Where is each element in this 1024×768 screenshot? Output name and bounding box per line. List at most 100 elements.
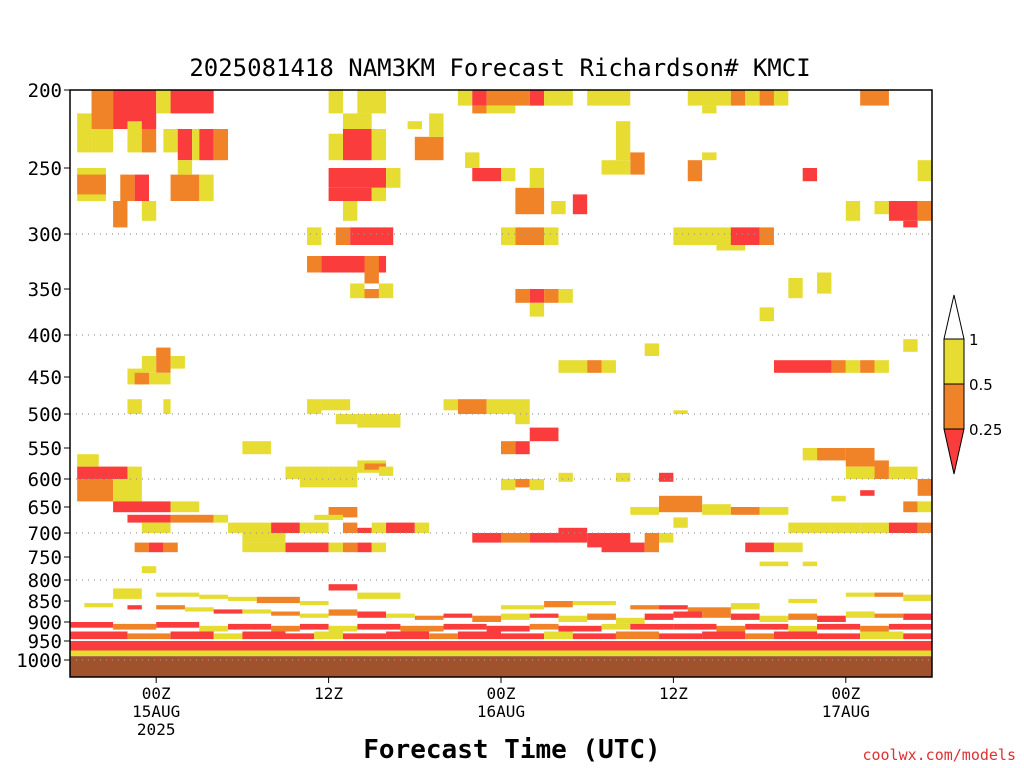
ri-cell-yellow	[371, 129, 387, 161]
ri-cell-red	[177, 129, 193, 161]
ri-cell-yellow	[874, 201, 889, 215]
ri-cell-red	[888, 623, 932, 630]
ri-cell-yellow	[673, 517, 688, 528]
legend-swatch-top	[943, 294, 965, 340]
ri-cell-yellow	[371, 542, 387, 553]
legend-swatch	[943, 338, 965, 385]
ri-cell-yellow	[759, 507, 789, 515]
ri-cell-red	[702, 631, 746, 640]
ri-cell-yellow	[615, 121, 631, 161]
ri-cell-yellow	[328, 90, 343, 114]
ri-cell-orange	[730, 90, 746, 106]
ri-cell-orange	[687, 607, 731, 612]
ri-cell-yellow	[515, 414, 530, 425]
ri-cell-red	[77, 466, 128, 479]
ri-cell-red	[630, 623, 674, 630]
ri-cell-yellow	[544, 90, 573, 106]
y-axis: 200 250 300 350 400 450 500 550 600 650 7007508008…	[16, 80, 70, 672]
ri-cell-orange	[587, 360, 602, 373]
ri-cell-yellow	[551, 201, 566, 215]
ri-cell-red	[199, 129, 214, 161]
y-tick-label: 950	[28, 631, 62, 653]
ri-cell-red	[357, 542, 372, 553]
ri-cell-yellow	[199, 174, 214, 201]
ri-cell-red	[457, 631, 501, 640]
ri-cell-red	[745, 542, 774, 553]
ri-cell-orange	[472, 105, 487, 114]
ri-cell-red	[529, 289, 545, 303]
ri-cell-red	[386, 522, 415, 533]
ri-cell-yellow	[199, 625, 229, 632]
ri-cell-yellow	[378, 466, 394, 476]
ri-cell-red	[285, 542, 329, 553]
legend-label: 1	[969, 331, 979, 349]
ri-cell-orange	[515, 289, 530, 303]
ri-cell-orange	[917, 201, 932, 221]
ri-cell-orange	[788, 613, 818, 620]
ri-cell-orange	[163, 542, 178, 553]
ri-cell-yellow	[156, 90, 171, 114]
ri-cell-yellow	[357, 414, 401, 428]
ri-cell-yellow	[342, 113, 372, 129]
ri-cell-yellow	[615, 617, 645, 624]
ri-cell-red	[342, 633, 387, 640]
ri-cell-yellow	[156, 592, 200, 597]
ri-cell-yellow	[501, 227, 516, 245]
ri-cell-red	[745, 623, 789, 630]
ri-cell-orange	[845, 448, 875, 467]
ri-cell-orange	[874, 613, 904, 618]
ri-cell-red	[572, 194, 588, 215]
ri-cell-yellow	[170, 356, 185, 369]
y-tick-label: 500	[28, 404, 62, 426]
ri-cell-red	[386, 631, 430, 640]
ri-cell-yellow	[558, 360, 588, 373]
ri-cell-orange	[745, 633, 774, 640]
ri-cell-red	[472, 533, 501, 543]
ri-cell-red	[328, 584, 358, 591]
ri-cell-orange	[120, 174, 135, 201]
ri-cell-yellow	[386, 613, 415, 618]
ri-cell-yellow	[601, 160, 631, 175]
y-tick-label: 700	[28, 523, 62, 545]
x-tick-label: 12Z	[659, 684, 688, 703]
ri-cell-red	[673, 623, 717, 630]
ri-cell-orange	[759, 90, 774, 106]
ri-cell-red	[529, 90, 545, 106]
ri-cell-yellow	[501, 168, 516, 182]
ri-cell-orange	[644, 533, 660, 553]
legend-swatch-bottom	[943, 428, 965, 475]
ri-cell-yellow	[141, 522, 171, 533]
ri-cell-yellow	[730, 603, 760, 610]
legend-label: 0.25	[969, 421, 1002, 439]
ri-cell-yellow	[788, 625, 818, 632]
ri-cell-red	[529, 613, 559, 618]
ri-cell-yellow	[307, 399, 322, 414]
ri-cell-yellow	[228, 522, 272, 533]
ri-cell-orange	[170, 514, 214, 523]
ri-cell-yellow	[759, 307, 774, 322]
x-tick-label: 17AUG	[822, 702, 870, 721]
ri-cell-orange	[414, 615, 444, 620]
ri-cell-orange	[170, 174, 200, 201]
ri-cell-red	[659, 472, 674, 482]
ri-cell-yellow	[91, 129, 114, 153]
ri-cell-red	[242, 631, 286, 640]
ri-cell-red	[558, 625, 602, 632]
ri-cell-orange	[213, 129, 229, 161]
ri-cell-yellow	[141, 566, 157, 574]
y-tick-label: 600	[28, 469, 62, 491]
ri-cell-red	[773, 631, 818, 640]
ri-cell-yellow	[141, 356, 157, 373]
ri-cell-yellow	[141, 201, 157, 221]
ri-cell-orange	[860, 90, 889, 106]
ri-cell-yellow	[77, 454, 99, 467]
ri-cell-orange	[134, 542, 150, 553]
ri-cell-orange	[472, 615, 501, 622]
ri-cell-red	[472, 90, 487, 106]
ri-cell-yellow	[659, 533, 674, 543]
ri-cell-orange	[716, 625, 746, 632]
ri-cell-orange	[817, 448, 846, 461]
ri-cell-orange	[256, 596, 300, 604]
ri-cell-yellow	[149, 372, 171, 385]
ri-cell-orange	[874, 460, 889, 479]
